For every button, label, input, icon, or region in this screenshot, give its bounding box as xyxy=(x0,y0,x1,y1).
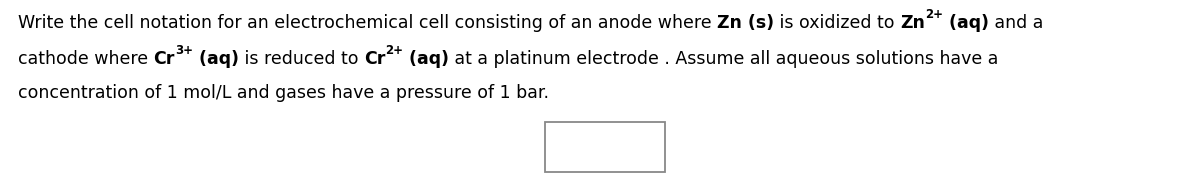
Text: Zn: Zn xyxy=(900,14,925,32)
Text: Zn (s): Zn (s) xyxy=(718,14,774,32)
Text: Write the cell notation for an electrochemical cell consisting of an anode where: Write the cell notation for an electroch… xyxy=(18,14,718,32)
Text: Cr: Cr xyxy=(154,50,175,68)
Text: cathode where: cathode where xyxy=(18,50,154,68)
Text: 2+: 2+ xyxy=(385,44,403,57)
Text: Cr: Cr xyxy=(364,50,385,68)
Text: at a platinum electrode . Assume all aqueous solutions have a: at a platinum electrode . Assume all aqu… xyxy=(449,50,998,68)
Text: (aq): (aq) xyxy=(943,14,989,32)
Text: 2+: 2+ xyxy=(925,8,943,21)
Bar xyxy=(545,122,665,172)
Text: 3+: 3+ xyxy=(175,44,193,57)
Text: is oxidized to: is oxidized to xyxy=(774,14,900,32)
Text: (aq): (aq) xyxy=(403,50,449,68)
Text: and a: and a xyxy=(989,14,1044,32)
Text: is reduced to: is reduced to xyxy=(239,50,364,68)
Text: (aq): (aq) xyxy=(193,50,239,68)
Text: concentration of 1 mol/L and gases have a pressure of 1 bar.: concentration of 1 mol/L and gases have … xyxy=(18,84,550,102)
